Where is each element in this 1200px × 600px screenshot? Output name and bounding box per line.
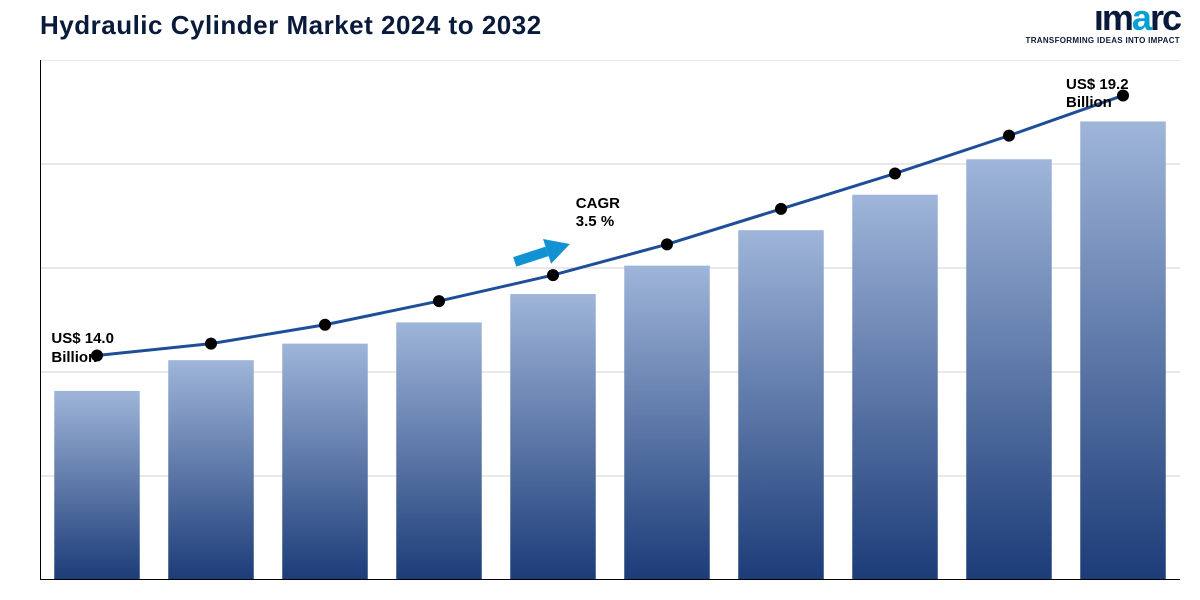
chart-svg: [40, 60, 1180, 580]
logo-tagline: TRANSFORMING IDEAS INTO IMPACT: [1026, 36, 1180, 45]
data-marker: [889, 167, 901, 179]
end-value-l1: US$ 19.2: [1066, 76, 1129, 95]
bar: [624, 266, 710, 580]
bar: [1080, 121, 1166, 580]
bar: [282, 344, 368, 580]
bar: [738, 230, 824, 580]
start-value-label: US$ 14.0 Billion: [51, 330, 114, 368]
chart-title: Hydraulic Cylinder Market 2024 to 2032: [40, 10, 1180, 41]
brand-logo: ımarc TRANSFORMING IDEAS INTO IMPACT: [1026, 0, 1180, 45]
logo-letter: c: [1162, 0, 1180, 38]
cagr-l2: 3.5 %: [576, 213, 620, 231]
cagr-label: CAGR 3.5 %: [576, 195, 620, 231]
data-marker: [433, 295, 445, 307]
data-marker: [205, 338, 217, 350]
logo-text: ımarc: [1026, 0, 1180, 36]
bar: [396, 322, 482, 580]
start-value-l1: US$ 14.0: [51, 330, 114, 349]
logo-letter: r: [1150, 0, 1162, 38]
chart-plot-area: US$ 14.0 Billion US$ 19.2 Billion CAGR 3…: [40, 60, 1180, 580]
data-marker: [775, 203, 787, 215]
cagr-l1: CAGR: [576, 195, 620, 213]
data-marker: [661, 238, 673, 250]
data-marker: [1003, 130, 1015, 142]
logo-letter: m: [1102, 0, 1132, 38]
bar: [852, 195, 938, 580]
arrow-icon: [507, 232, 577, 272]
end-value-label: US$ 19.2 Billion: [1066, 76, 1129, 114]
bar: [168, 360, 254, 580]
end-value-l2: Billion: [1066, 94, 1129, 113]
start-value-l2: Billion: [51, 349, 114, 368]
bar: [966, 159, 1052, 580]
chart-container: Hydraulic Cylinder Market 2024 to 2032 ı…: [0, 0, 1200, 600]
logo-letter: ı: [1094, 0, 1102, 38]
bar: [54, 391, 140, 580]
logo-letter: a: [1132, 0, 1150, 38]
data-marker: [319, 319, 331, 331]
bar: [510, 294, 596, 580]
